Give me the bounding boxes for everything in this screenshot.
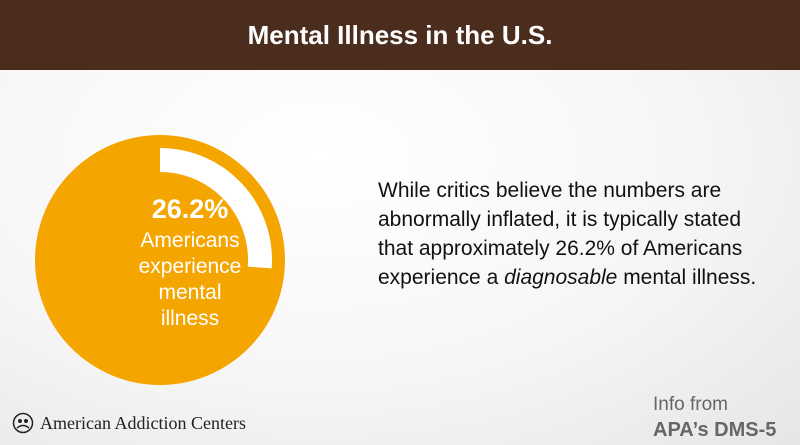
body-text: While critics believe the numbers are ab… bbox=[378, 176, 763, 292]
donut-segment bbox=[160, 148, 272, 269]
header: Mental Illness in the U.S. bbox=[0, 0, 800, 70]
logo: American Addiction Centers bbox=[12, 412, 246, 434]
title: Mental Illness in the U.S. bbox=[247, 20, 553, 50]
logo-text: American Addiction Centers bbox=[40, 412, 246, 433]
value-label: 26.2% bbox=[151, 194, 229, 224]
source-label: Info from bbox=[653, 394, 728, 415]
body-part: mental illness. bbox=[617, 266, 757, 289]
logo-icon bbox=[12, 412, 34, 434]
body-emphasis: diagnosable bbox=[504, 266, 618, 289]
body-part: While critics believe the numbers are ab… bbox=[378, 179, 743, 289]
caption: Americans experience mental illness bbox=[138, 229, 242, 330]
source-name: APA’s DMS-5 bbox=[653, 419, 777, 441]
